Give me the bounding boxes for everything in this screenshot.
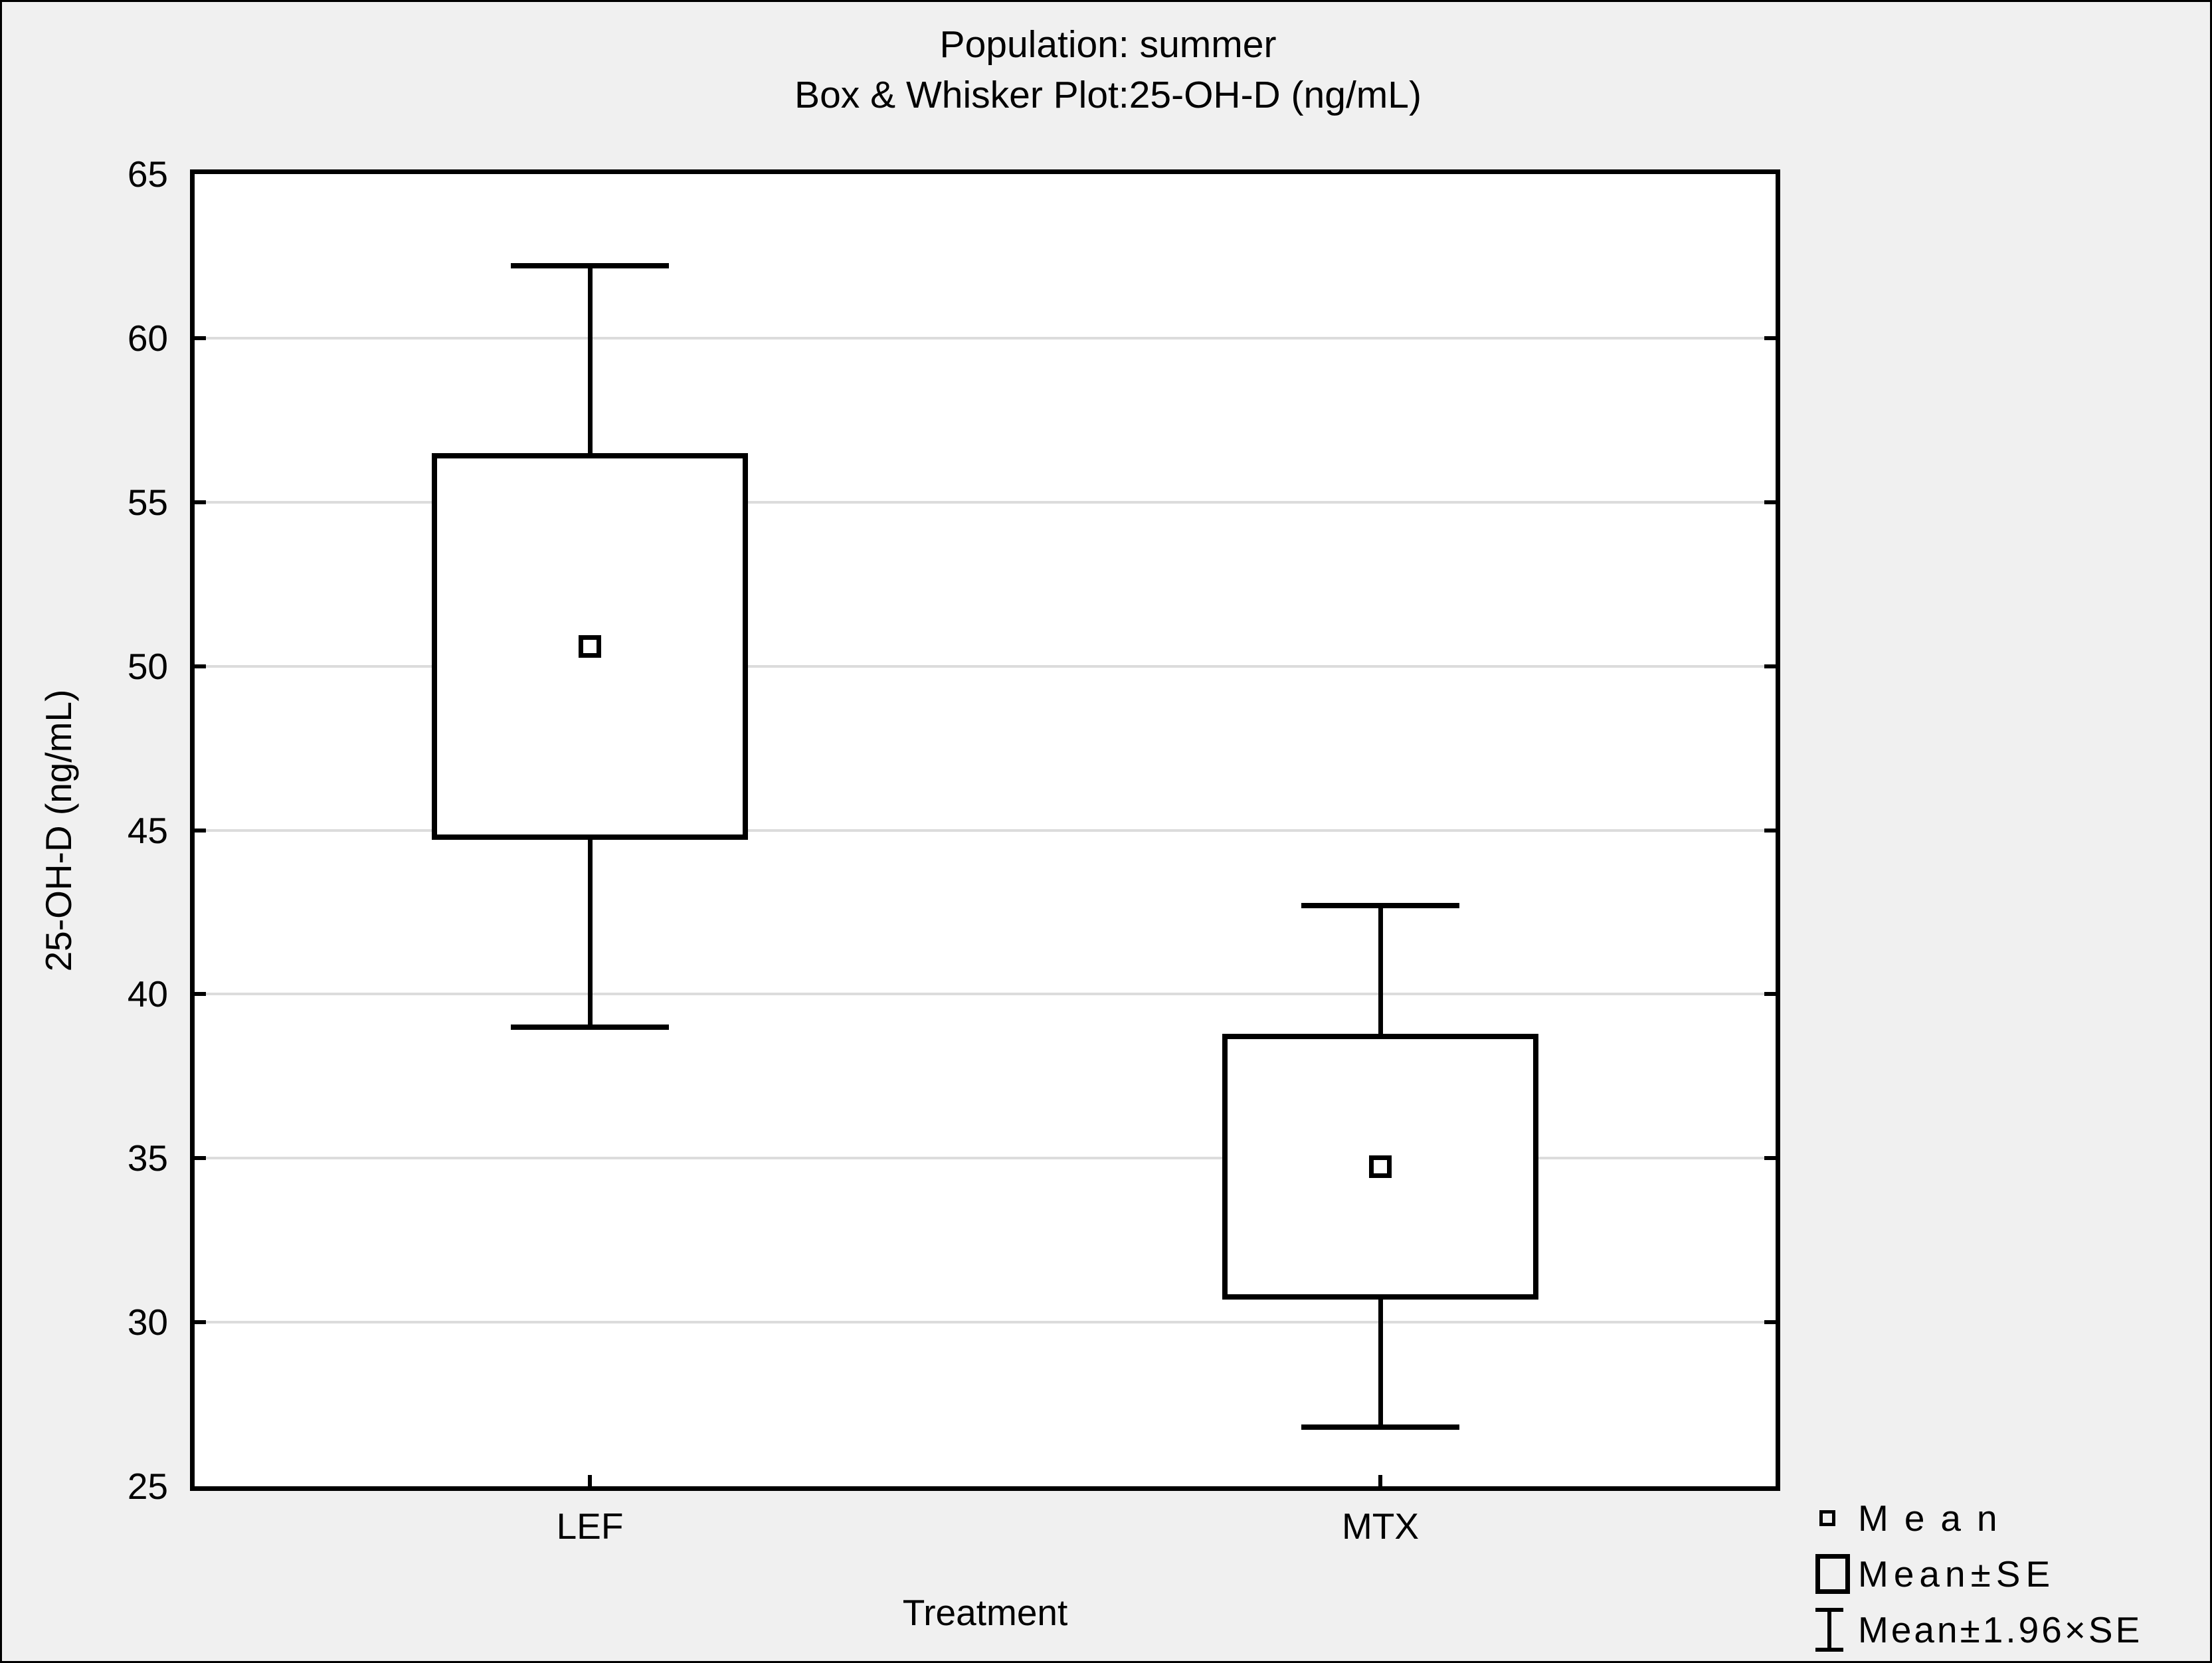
x-axis-title: Treatment [902, 1592, 1068, 1633]
y-tick-mark-left-50 [195, 664, 206, 668]
y-tick-mark-left-35 [195, 1156, 206, 1161]
gridline-60 [195, 336, 1776, 340]
se-box-MTX [1222, 1033, 1538, 1300]
x-tick-mark-MTX [1378, 1475, 1382, 1486]
y-tick-label-45: 45 [127, 809, 168, 851]
y-tick-label-60: 60 [127, 317, 168, 359]
whisker-icon [1815, 1608, 1843, 1652]
legend-glyph-col-whisker [1814, 1608, 1858, 1652]
y-tick-mark-right-60 [1764, 336, 1776, 340]
x-category-label-LEF: LEF [556, 1506, 624, 1547]
x-tick-mark-LEF [588, 1475, 592, 1486]
legend-row-small-square: Mean [1814, 1490, 2142, 1546]
mean-marker-MTX [1369, 1155, 1392, 1178]
gridline-45 [195, 829, 1776, 832]
legend-label-0: Mean [1858, 1498, 2013, 1539]
legend-row-whisker: Mean±1.96×SE [1814, 1602, 2142, 1658]
legend-label-2: Mean±1.96×SE [1858, 1609, 2143, 1650]
y-tick-mark-right-35 [1764, 1156, 1776, 1161]
y-tick-label-55: 55 [127, 481, 168, 523]
y-tick-label-30: 30 [127, 1302, 168, 1343]
y-tick-label-65: 65 [127, 153, 168, 195]
y-tick-mark-left-30 [195, 1320, 206, 1325]
y-tick-mark-right-45 [1764, 828, 1776, 832]
legend-glyph-col-box [1814, 1554, 1858, 1594]
chart-title: Population: summer [939, 23, 1277, 66]
gridline-50 [195, 664, 1776, 668]
box-icon [1815, 1554, 1850, 1594]
mean-marker-LEF [579, 635, 601, 658]
y-tick-mark-left-55 [195, 500, 206, 504]
chart-title-block: Population: summer Box & Whisker Plot:25… [2, 19, 2210, 120]
gridline-40 [195, 993, 1776, 996]
y-tick-label-50: 50 [127, 645, 168, 687]
y-tick-mark-right-50 [1764, 664, 1776, 668]
y-tick-label-35: 35 [127, 1137, 168, 1179]
y-tick-mark-right-40 [1764, 992, 1776, 997]
y-tick-mark-left-45 [195, 828, 206, 832]
legend-glyph-col-small-square [1814, 1510, 1858, 1526]
legend-label-1: Mean±SE [1858, 1553, 2056, 1595]
whisker-glyph-part [1827, 1608, 1831, 1652]
whisker-cap-top-LEF [511, 263, 669, 269]
y-tick-mark-right-55 [1764, 500, 1776, 504]
whisker-cap-top-MTX [1301, 903, 1459, 909]
chart-subtitle: Box & Whisker Plot:25-OH-D (ng/mL) [794, 74, 1422, 116]
small-square-icon [1819, 1510, 1835, 1526]
x-category-label-MTX: MTX [1341, 1506, 1420, 1547]
y-tick-mark-left-60 [195, 336, 206, 340]
legend-row-box: Mean±SE [1814, 1546, 2142, 1602]
y-tick-label-40: 40 [127, 973, 168, 1015]
gridline-55 [195, 500, 1776, 504]
se-box-LEF [432, 452, 748, 840]
gridline-30 [195, 1321, 1776, 1324]
legend: Mean Mean±SE Mean±1.96×SE [1814, 1490, 2142, 1658]
whisker-cap-bottom-LEF [511, 1024, 669, 1030]
y-tick-mark-left-40 [195, 992, 206, 997]
whisker-cap-bottom-MTX [1301, 1424, 1459, 1430]
gridline-35 [195, 1157, 1776, 1160]
plot-area [190, 169, 1780, 1491]
y-tick-mark-right-30 [1764, 1320, 1776, 1325]
y-tick-label-25: 25 [127, 1466, 168, 1507]
